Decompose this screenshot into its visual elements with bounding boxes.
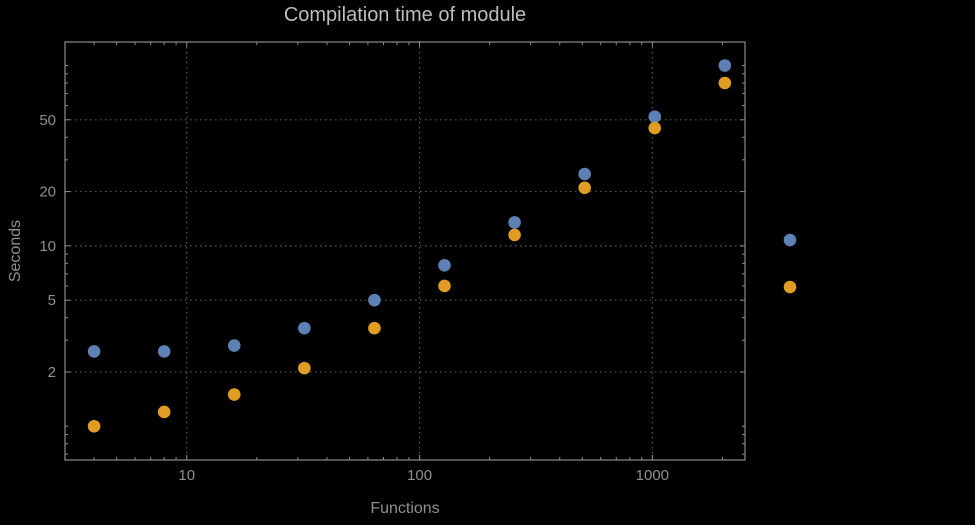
data-point-series-2 [227,388,241,401]
legend-marker-2 [783,280,797,294]
data-point-series-1 [298,321,311,335]
data-point-series-2 [578,181,591,195]
y-axis-label: Seconds [7,219,24,283]
data-point-series-1 [227,339,241,352]
data-point-series-1 [157,345,171,358]
y-tick-label: 2 [48,364,56,381]
x-tick-label: 100 [407,467,432,484]
plot-frame [64,41,746,461]
data-point-series-1 [718,59,732,72]
x-axis-label: Functions [370,500,440,517]
x-tick-label: 10 [178,467,195,484]
x-tick-label: 1000 [636,467,669,484]
data-point-series-1 [438,259,451,272]
y-tick-label: 50 [39,112,56,129]
data-point-series-1 [508,216,521,229]
y-tick-label: 10 [39,238,56,255]
y-tick-label: 5 [48,292,56,309]
data-point-series-2 [718,76,732,90]
data-point-series-1 [368,293,381,307]
data-point-series-2 [508,228,521,242]
chart-title: Compilation time of module [283,4,527,26]
data-point-series-2 [368,321,381,335]
data-point-series-2 [87,419,101,433]
legend-marker-1 [783,233,797,247]
data-point-series-2 [298,361,311,375]
data-point-series-1 [578,167,591,181]
data-point-series-1 [87,345,101,358]
y-tick-label: 20 [39,184,56,201]
data-point-series-1 [648,110,662,124]
data-point-series-2 [648,121,662,135]
data-point-series-2 [438,279,451,293]
data-point-series-2 [157,405,171,419]
